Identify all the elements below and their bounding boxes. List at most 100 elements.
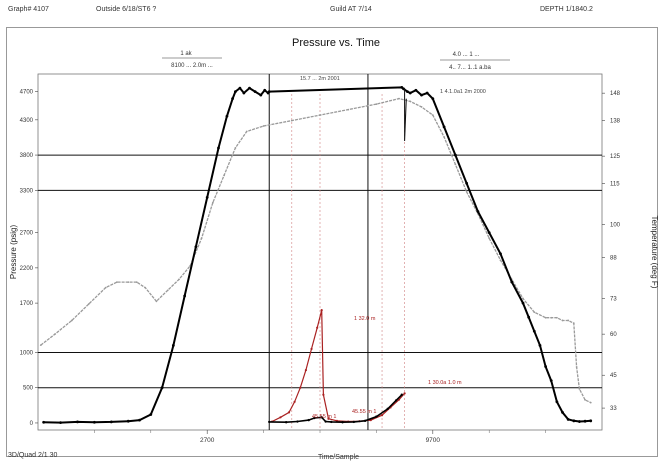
y-tick-label-8: 500 [23,386,34,392]
pressure-point-12 [205,195,209,199]
pressure-point-33 [442,125,446,129]
temperature-point-27 [443,136,445,138]
temperature-point-18 [262,125,265,127]
header-client-text: Outside 6/18/ST6 ? [96,6,157,13]
pressure-point-30 [420,93,423,97]
pressure-point-21 [259,93,263,97]
pressure-point-22 [263,88,267,92]
temperature-point-6 [127,281,130,284]
temperature-point-20 [319,114,321,116]
temperature-point-45 [589,401,592,404]
pressure-point-4 [109,420,113,424]
annotation-red-low-mid: 45.55 m 1 [352,409,376,415]
lower-pressure-point-13 [394,399,398,402]
y2-tick-label-1: 138 [610,119,621,125]
lower-pressure-point-5 [320,416,323,419]
annotation-top-left-top: 1 ak [180,51,192,57]
temperature-point-9 [155,300,158,303]
temperature-point-21 [347,108,350,111]
pressure-point-9 [171,344,175,347]
red-pressure-point-8 [320,309,323,312]
pressure-point-42 [532,329,536,333]
lower-pressure-point-9 [352,420,356,424]
header-right-text: DEPTH 1/1840.2 [540,6,593,13]
annotation-red-peak: 1 32.0 m [354,316,376,322]
y2-tick-label-6: 73 [610,297,617,303]
pressure-point-5 [126,419,130,423]
temperature-point-34 [522,297,524,300]
temperature-point-11 [178,278,180,281]
lower-pressure-point-0 [268,420,271,424]
temperature-point-39 [561,319,564,322]
pressure-point-48 [566,418,570,421]
y2-tick-label-9: 33 [610,406,617,412]
annotation-peak-left: 15.7 ... 2m 2001 [300,76,340,82]
temperature-point-29 [465,190,468,193]
pressure-point-38 [499,252,502,256]
lower-pressure-point-14 [400,393,403,396]
y2-tick-label-5: 88 [610,255,617,261]
pressure-point-47 [561,410,564,414]
y2-tick-label-4: 100 [610,223,621,229]
temperature-point-31 [488,237,491,240]
header-left-text: Graph# 4107 [8,6,49,13]
pressure-point-2 [76,420,79,424]
temperature-point-13 [200,237,203,240]
temperature-line [40,97,591,404]
temperature-point-37 [550,316,553,319]
pressure-point-13 [217,146,220,150]
temperature-point-25 [420,105,423,108]
red-pressure-point-10 [327,417,330,420]
pressure-point-44 [544,365,547,368]
pressure-point-39 [510,280,514,284]
temperature-point-28 [454,163,457,166]
temperature-point-19 [290,119,293,122]
y2-axis-label: Temperature (deg F) [650,216,659,289]
red-pressure-point-4 [299,386,302,389]
y-tick-label-6: 1700 [20,301,34,307]
temperature-point-5 [116,281,118,284]
red-pressure-point-15 [380,414,384,417]
pressure-point-18 [242,91,246,95]
pressure-point-43 [538,344,542,347]
pressure-point-34 [453,153,457,157]
y-tick-label-9: 0 [30,421,34,427]
lower-pressure-point-3 [307,418,310,422]
footer-left-text: 3D/Quad 2/1 30 [8,452,58,459]
pressure-point-8 [160,386,164,390]
lower-pressure-point-10 [363,419,367,423]
temperature-point-40 [567,319,570,322]
pressure-point-35 [465,181,469,185]
y-tick-label-4: 2700 [20,231,34,237]
annotation-top-left-bottom: 8100 ... 2.0m ... [171,63,213,69]
y-tick-label-2: 3800 [20,153,34,159]
pressure-point-37 [487,231,491,235]
x-tick-label-1: 9700 [426,437,441,444]
temperature-point-3 [87,303,90,305]
pressure-point-49 [572,419,576,423]
temperature-point-8 [144,286,147,289]
temperature-point-44 [584,398,586,401]
pressure-point-17 [238,86,242,90]
temperature-point-14 [211,201,214,204]
y-tick-label-3: 3300 [20,188,34,194]
temperature-point-38 [555,316,558,319]
pressure-point-15 [231,97,234,101]
pressure-point-32 [431,97,435,101]
pressure-point-27 [406,90,409,94]
pressure-point-20 [253,90,257,94]
pressure-point-7 [149,413,153,416]
annotation-top-right-top: 4.0 ... 1 ... [453,52,480,58]
pressure-point-0 [42,420,46,424]
pressure-point-24 [267,90,271,94]
temperature-point-32 [499,259,502,262]
temperature-point-35 [533,311,536,314]
red-pressure-point-2 [287,411,291,414]
chart-title: Pressure vs. Time [292,37,380,49]
red-pressure-point-6 [310,347,313,351]
temperature-point-17 [245,130,248,133]
annotation-peak-right: 1 4.1.0a1 2m 2000 [440,89,486,95]
y-tick-label-5: 2200 [20,266,34,272]
lower-pressure-point-6 [324,420,327,423]
